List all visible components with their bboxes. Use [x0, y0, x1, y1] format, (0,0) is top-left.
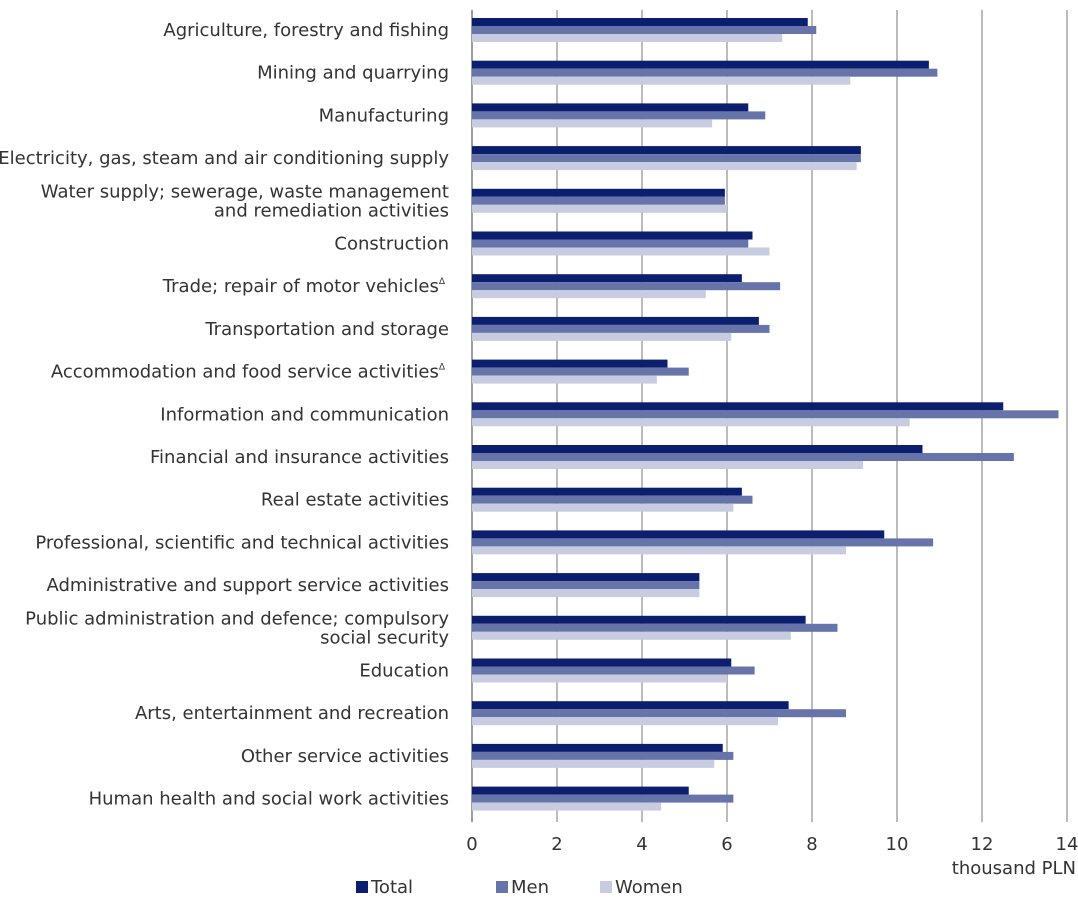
bar-men: [472, 623, 838, 632]
category-label: Real estate activities: [261, 490, 449, 511]
category-label: Agriculture, forestry and fishing: [163, 20, 449, 41]
category-label: Professional, scientific and technical a…: [35, 532, 449, 553]
category-label: Mining and quarrying: [257, 63, 449, 84]
x-tick-label: 12: [971, 834, 994, 855]
bar-women: [472, 418, 910, 427]
category-label: Financial and insurance activities: [150, 447, 449, 468]
bar-men: [472, 111, 766, 120]
x-tick-label: 8: [806, 834, 817, 855]
x-tick-label: 2: [551, 834, 562, 855]
bar-total: [472, 445, 923, 453]
bar-men: [472, 538, 934, 547]
bar-women: [472, 375, 657, 384]
category-label: Public administration and defence; compu…: [25, 608, 449, 648]
bar-total: [472, 188, 725, 197]
bar-total: [472, 487, 742, 496]
bar-total: [472, 573, 700, 582]
bar-men: [472, 495, 753, 504]
x-tick-label: 0: [466, 834, 477, 855]
bar-men: [472, 751, 734, 760]
x-tick-label: 14: [1056, 834, 1078, 855]
bar-men: [472, 410, 1059, 419]
bar-men: [472, 324, 770, 333]
bar-women: [472, 290, 706, 299]
bar-women: [472, 162, 857, 171]
x-tick-label: 6: [721, 834, 732, 855]
bar-total: [472, 274, 742, 283]
bar-women: [472, 802, 662, 811]
x-tick-label: 4: [636, 834, 647, 855]
x-tick-label: 10: [886, 834, 909, 855]
bar-men: [472, 581, 700, 590]
category-label: Electricity, gas, steam and air conditio…: [0, 148, 449, 169]
bar-total: [472, 658, 732, 667]
bars: [472, 18, 1059, 811]
category-labels: Agriculture, forestry and fishing Mining …: [0, 20, 449, 810]
legend-label-men: Men: [511, 877, 549, 897]
bar-women: [472, 717, 778, 726]
bar-men: [472, 367, 689, 376]
bar-total: [472, 18, 808, 26]
bar-total: [472, 359, 668, 368]
bar-women: [472, 34, 783, 42]
category-label: Manufacturing: [319, 105, 449, 126]
bar-men: [472, 282, 781, 291]
category-label: Other service activities: [241, 746, 449, 767]
category-label: Transportation and storage: [204, 319, 449, 340]
legend: Total Men Women: [356, 877, 683, 897]
bar-women: [472, 674, 727, 683]
legend-swatch-total: [356, 881, 368, 893]
bar-women: [472, 589, 700, 598]
category-label: Education: [359, 661, 449, 682]
category-label: Trade; repair of motor vehiclesΔ: [162, 276, 446, 297]
bar-men: [472, 794, 734, 803]
bar-women: [472, 332, 732, 341]
category-label: Water supply; sewerage, waste management…: [41, 181, 449, 221]
bar-total: [472, 701, 789, 710]
bar-women: [472, 759, 715, 768]
bar-women: [472, 503, 734, 512]
category-label: Accommodation and food service activitie…: [51, 362, 446, 383]
category-label: Administrative and support service activ…: [46, 575, 449, 596]
x-axis-ticks: 0 2 4 6 8 10 12 14: [466, 834, 1078, 855]
legend-label-women: Women: [615, 877, 683, 897]
bar-women: [472, 204, 727, 213]
bar-women: [472, 76, 851, 85]
legend-swatch-men: [496, 881, 508, 893]
bar-men: [472, 68, 938, 77]
bar-total: [472, 530, 885, 539]
bar-total: [472, 231, 753, 240]
bar-men: [472, 196, 725, 205]
bar-men: [472, 709, 846, 718]
category-label: Human health and social work activities: [89, 789, 449, 810]
bar-total: [472, 103, 749, 112]
bar-total: [472, 402, 1004, 411]
bar-men: [472, 453, 1014, 461]
bar-women: [472, 546, 846, 555]
category-label: Construction: [334, 234, 449, 255]
bar-women: [472, 119, 713, 128]
bar-total: [472, 743, 723, 752]
bar-total: [472, 316, 759, 325]
category-label: Information and communication: [160, 404, 449, 425]
bar-women: [472, 461, 863, 469]
bar-men: [472, 26, 817, 34]
bar-total: [472, 60, 929, 69]
bar-total: [472, 786, 689, 795]
bar-men: [472, 154, 861, 163]
bar-women: [472, 247, 770, 256]
x-axis-unit-label: thousand PLN: [952, 858, 1076, 879]
bar-total: [472, 615, 806, 624]
bar-men: [472, 239, 749, 248]
legend-label-total: Total: [370, 877, 413, 897]
bar-total: [472, 146, 861, 155]
bar-women: [472, 631, 791, 640]
category-label: Arts, entertainment and recreation: [135, 703, 449, 724]
legend-swatch-women: [600, 881, 612, 893]
bar-men: [472, 666, 755, 675]
